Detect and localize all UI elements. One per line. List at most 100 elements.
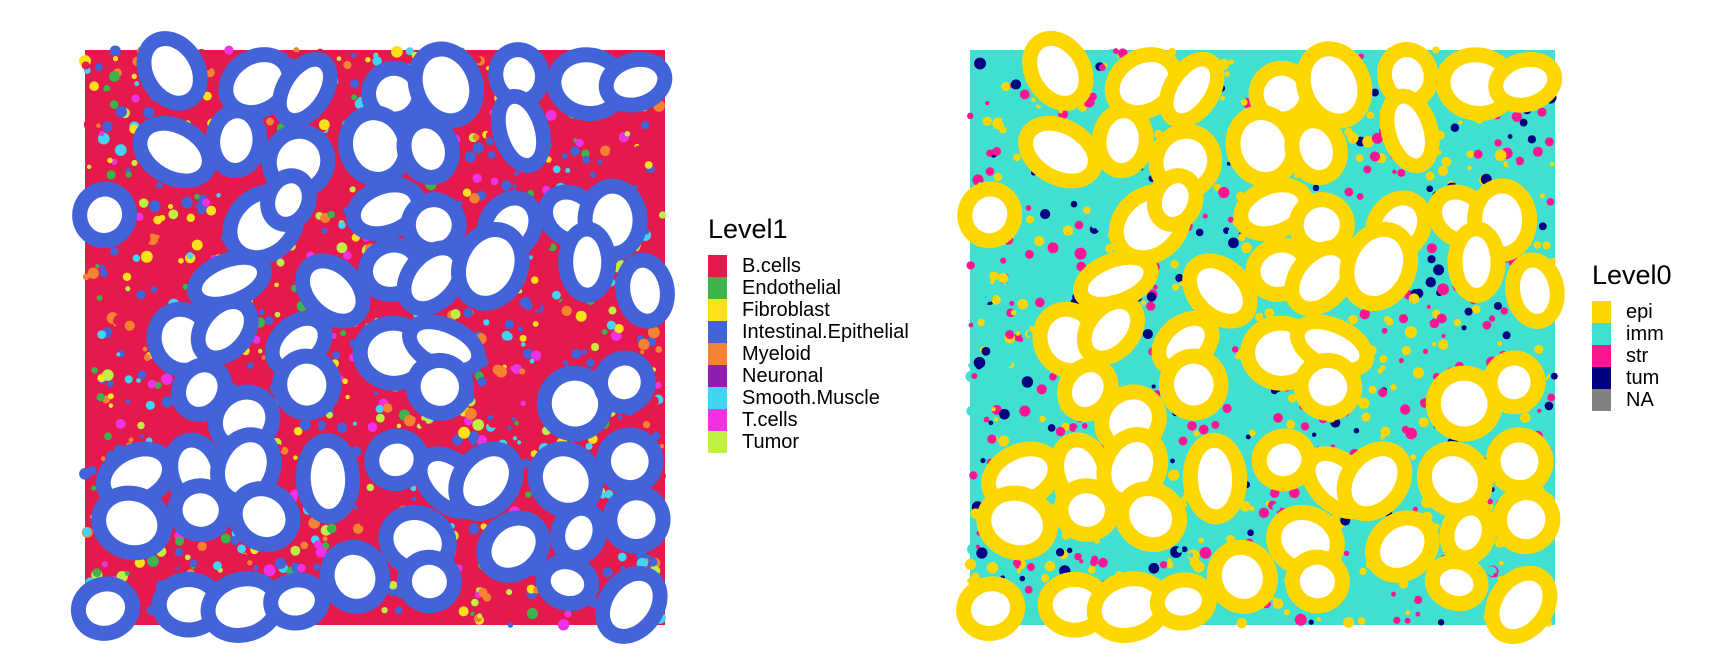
cell-point <box>570 146 580 157</box>
cell-point <box>389 414 394 419</box>
cell-point <box>1437 283 1449 296</box>
legend-title: Level0 <box>1592 260 1672 290</box>
cell-point <box>1524 146 1533 155</box>
legend-swatch <box>1592 345 1611 367</box>
cell-point <box>992 117 1005 130</box>
cell-point <box>1074 247 1087 260</box>
cell-point <box>131 159 138 167</box>
cell-point <box>171 281 178 289</box>
cell-point <box>1344 187 1354 197</box>
cell-point <box>1524 172 1530 177</box>
cell-point <box>1026 215 1034 224</box>
cell-point <box>1542 241 1551 250</box>
crypt-lumen <box>1440 380 1488 427</box>
cell-point <box>1009 369 1018 378</box>
cell-point <box>1211 532 1217 538</box>
cell-point <box>1013 153 1021 162</box>
cell-point <box>1281 398 1289 406</box>
cell-point <box>1079 559 1084 564</box>
cell-point <box>1472 304 1481 314</box>
cell-point <box>1294 613 1307 626</box>
cell-point <box>1019 89 1030 100</box>
cell-point <box>107 393 114 400</box>
cell-point <box>967 577 974 584</box>
cell-point <box>263 564 276 577</box>
cell-point <box>206 205 217 216</box>
crypt-lumen <box>465 236 515 296</box>
cell-point <box>313 563 320 571</box>
cell-point <box>1167 558 1172 563</box>
crypt-lumen <box>1310 56 1358 114</box>
cell-point <box>349 186 356 193</box>
cell-point <box>1436 313 1447 324</box>
cell-point <box>1353 427 1360 434</box>
cell-point <box>1426 243 1437 254</box>
cell-point <box>467 431 479 443</box>
legend-item: Fibroblast <box>708 299 909 321</box>
legend-label: Smooth.Muscle <box>742 386 880 409</box>
legend-label: T.cells <box>742 408 798 431</box>
cell-point <box>1091 222 1098 229</box>
crypt-lumen <box>1497 365 1531 400</box>
cell-point <box>1413 595 1423 605</box>
cell-point <box>1511 111 1522 122</box>
cell-point <box>1081 423 1088 429</box>
cell-point <box>1355 154 1364 162</box>
cell-point <box>125 286 131 292</box>
cell-point <box>1404 617 1411 624</box>
cell-point <box>293 455 298 460</box>
cell-point <box>477 613 483 619</box>
legend-label: NA <box>1626 388 1654 411</box>
cell-point <box>1369 151 1381 162</box>
cell-point <box>1549 161 1555 167</box>
cell-point <box>1356 193 1364 200</box>
cell-point <box>1507 414 1520 427</box>
cell-point <box>483 319 490 326</box>
cell-point <box>1380 365 1386 371</box>
cell-point <box>1405 610 1411 615</box>
cell-point <box>182 283 189 290</box>
cell-point <box>1006 401 1012 407</box>
cell-point <box>1308 619 1314 625</box>
legend-swatch <box>708 365 727 387</box>
cell-point <box>998 435 1010 447</box>
cell-point <box>985 100 990 106</box>
cell-point <box>1358 397 1370 409</box>
cell-point <box>501 180 512 191</box>
cell-point <box>1088 566 1096 574</box>
cell-point <box>472 419 485 431</box>
cell-point <box>478 587 488 598</box>
cell-point <box>365 57 371 63</box>
legend-label: Tumor <box>742 430 800 453</box>
crypt-lumen <box>1037 45 1079 96</box>
cell-point <box>283 276 290 282</box>
cell-point <box>975 544 980 549</box>
cell-point <box>1357 617 1366 625</box>
crypt-lumen <box>1091 308 1131 351</box>
cell-point <box>1418 417 1429 428</box>
cell-point <box>464 151 476 163</box>
cell-point <box>518 326 524 332</box>
cell-point <box>1371 132 1383 144</box>
cell-point <box>128 371 133 376</box>
cell-point <box>1426 304 1431 309</box>
cell-point <box>471 598 479 607</box>
cell-point <box>1492 549 1502 558</box>
crypt-lumen <box>1454 515 1482 551</box>
legend-item: Intestinal.Epithelial <box>708 321 909 343</box>
crypt-lumen <box>1221 554 1263 599</box>
cell-point <box>575 310 587 322</box>
cell-point <box>1251 385 1257 391</box>
crypt-lumen <box>309 268 356 314</box>
crypt-lumen <box>201 264 258 297</box>
cell-point <box>125 171 132 178</box>
cell-point <box>1001 82 1011 92</box>
cell-point <box>375 404 384 414</box>
cell-point <box>474 315 480 321</box>
cell-point <box>1450 123 1460 132</box>
cell-point <box>1398 314 1409 324</box>
cell-point <box>1527 135 1537 144</box>
cell-point <box>1497 340 1503 346</box>
cell-point <box>1400 404 1411 415</box>
cell-point <box>575 138 584 148</box>
